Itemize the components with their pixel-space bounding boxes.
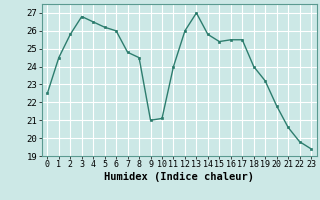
X-axis label: Humidex (Indice chaleur): Humidex (Indice chaleur) [104, 172, 254, 182]
